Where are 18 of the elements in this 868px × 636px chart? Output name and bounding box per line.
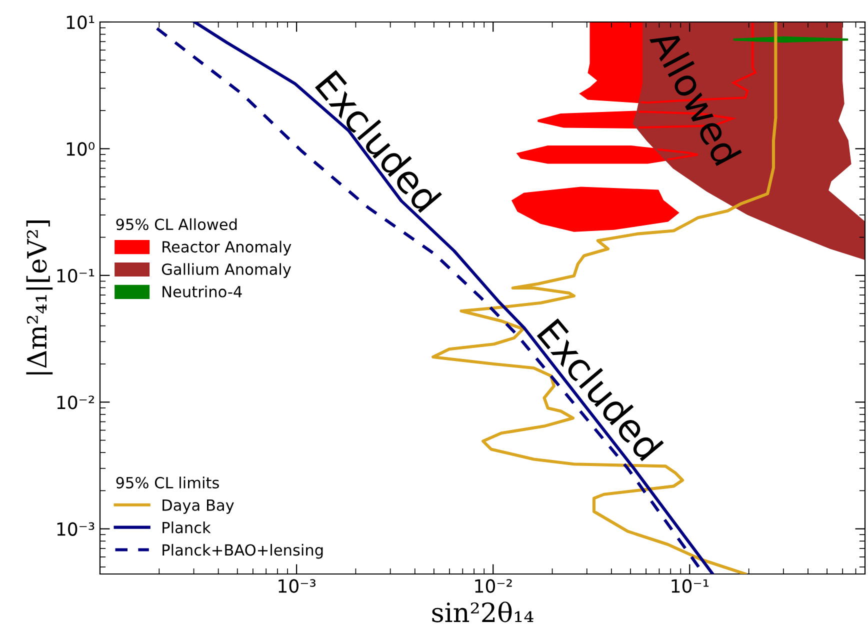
legend-label: Planck [162, 522, 211, 534]
legend-label: Daya Bay [162, 500, 234, 514]
y-axis-title: |Δm²₄₁|[eV²] [26, 220, 53, 374]
y-tick-label: 10⁰ [66, 142, 95, 156]
x-tick-label: 10⁻² [475, 579, 512, 593]
y-tick-label: 10⁻³ [57, 522, 94, 536]
legend-label: Gallium Anomaly [162, 263, 292, 278]
x-tick-label: 10⁻³ [278, 579, 316, 593]
y-tick-label: 10⁻² [57, 396, 94, 410]
text: 95% CL limits [116, 476, 219, 488]
x-axis-title: sin²2θ₁₄ [432, 602, 534, 622]
y-tick-label: 10⁻¹ [57, 268, 94, 283]
x-tick-label: 10⁻¹ [672, 579, 709, 593]
legend-label: Neutrino-4 [162, 286, 242, 298]
legend-label: Planck+BAO+lensing [162, 544, 323, 559]
legend-label: Reactor Anomaly [162, 240, 292, 256]
y-tick-label: 10¹ [66, 15, 94, 30]
text: 95% CL Allowed [116, 218, 237, 230]
